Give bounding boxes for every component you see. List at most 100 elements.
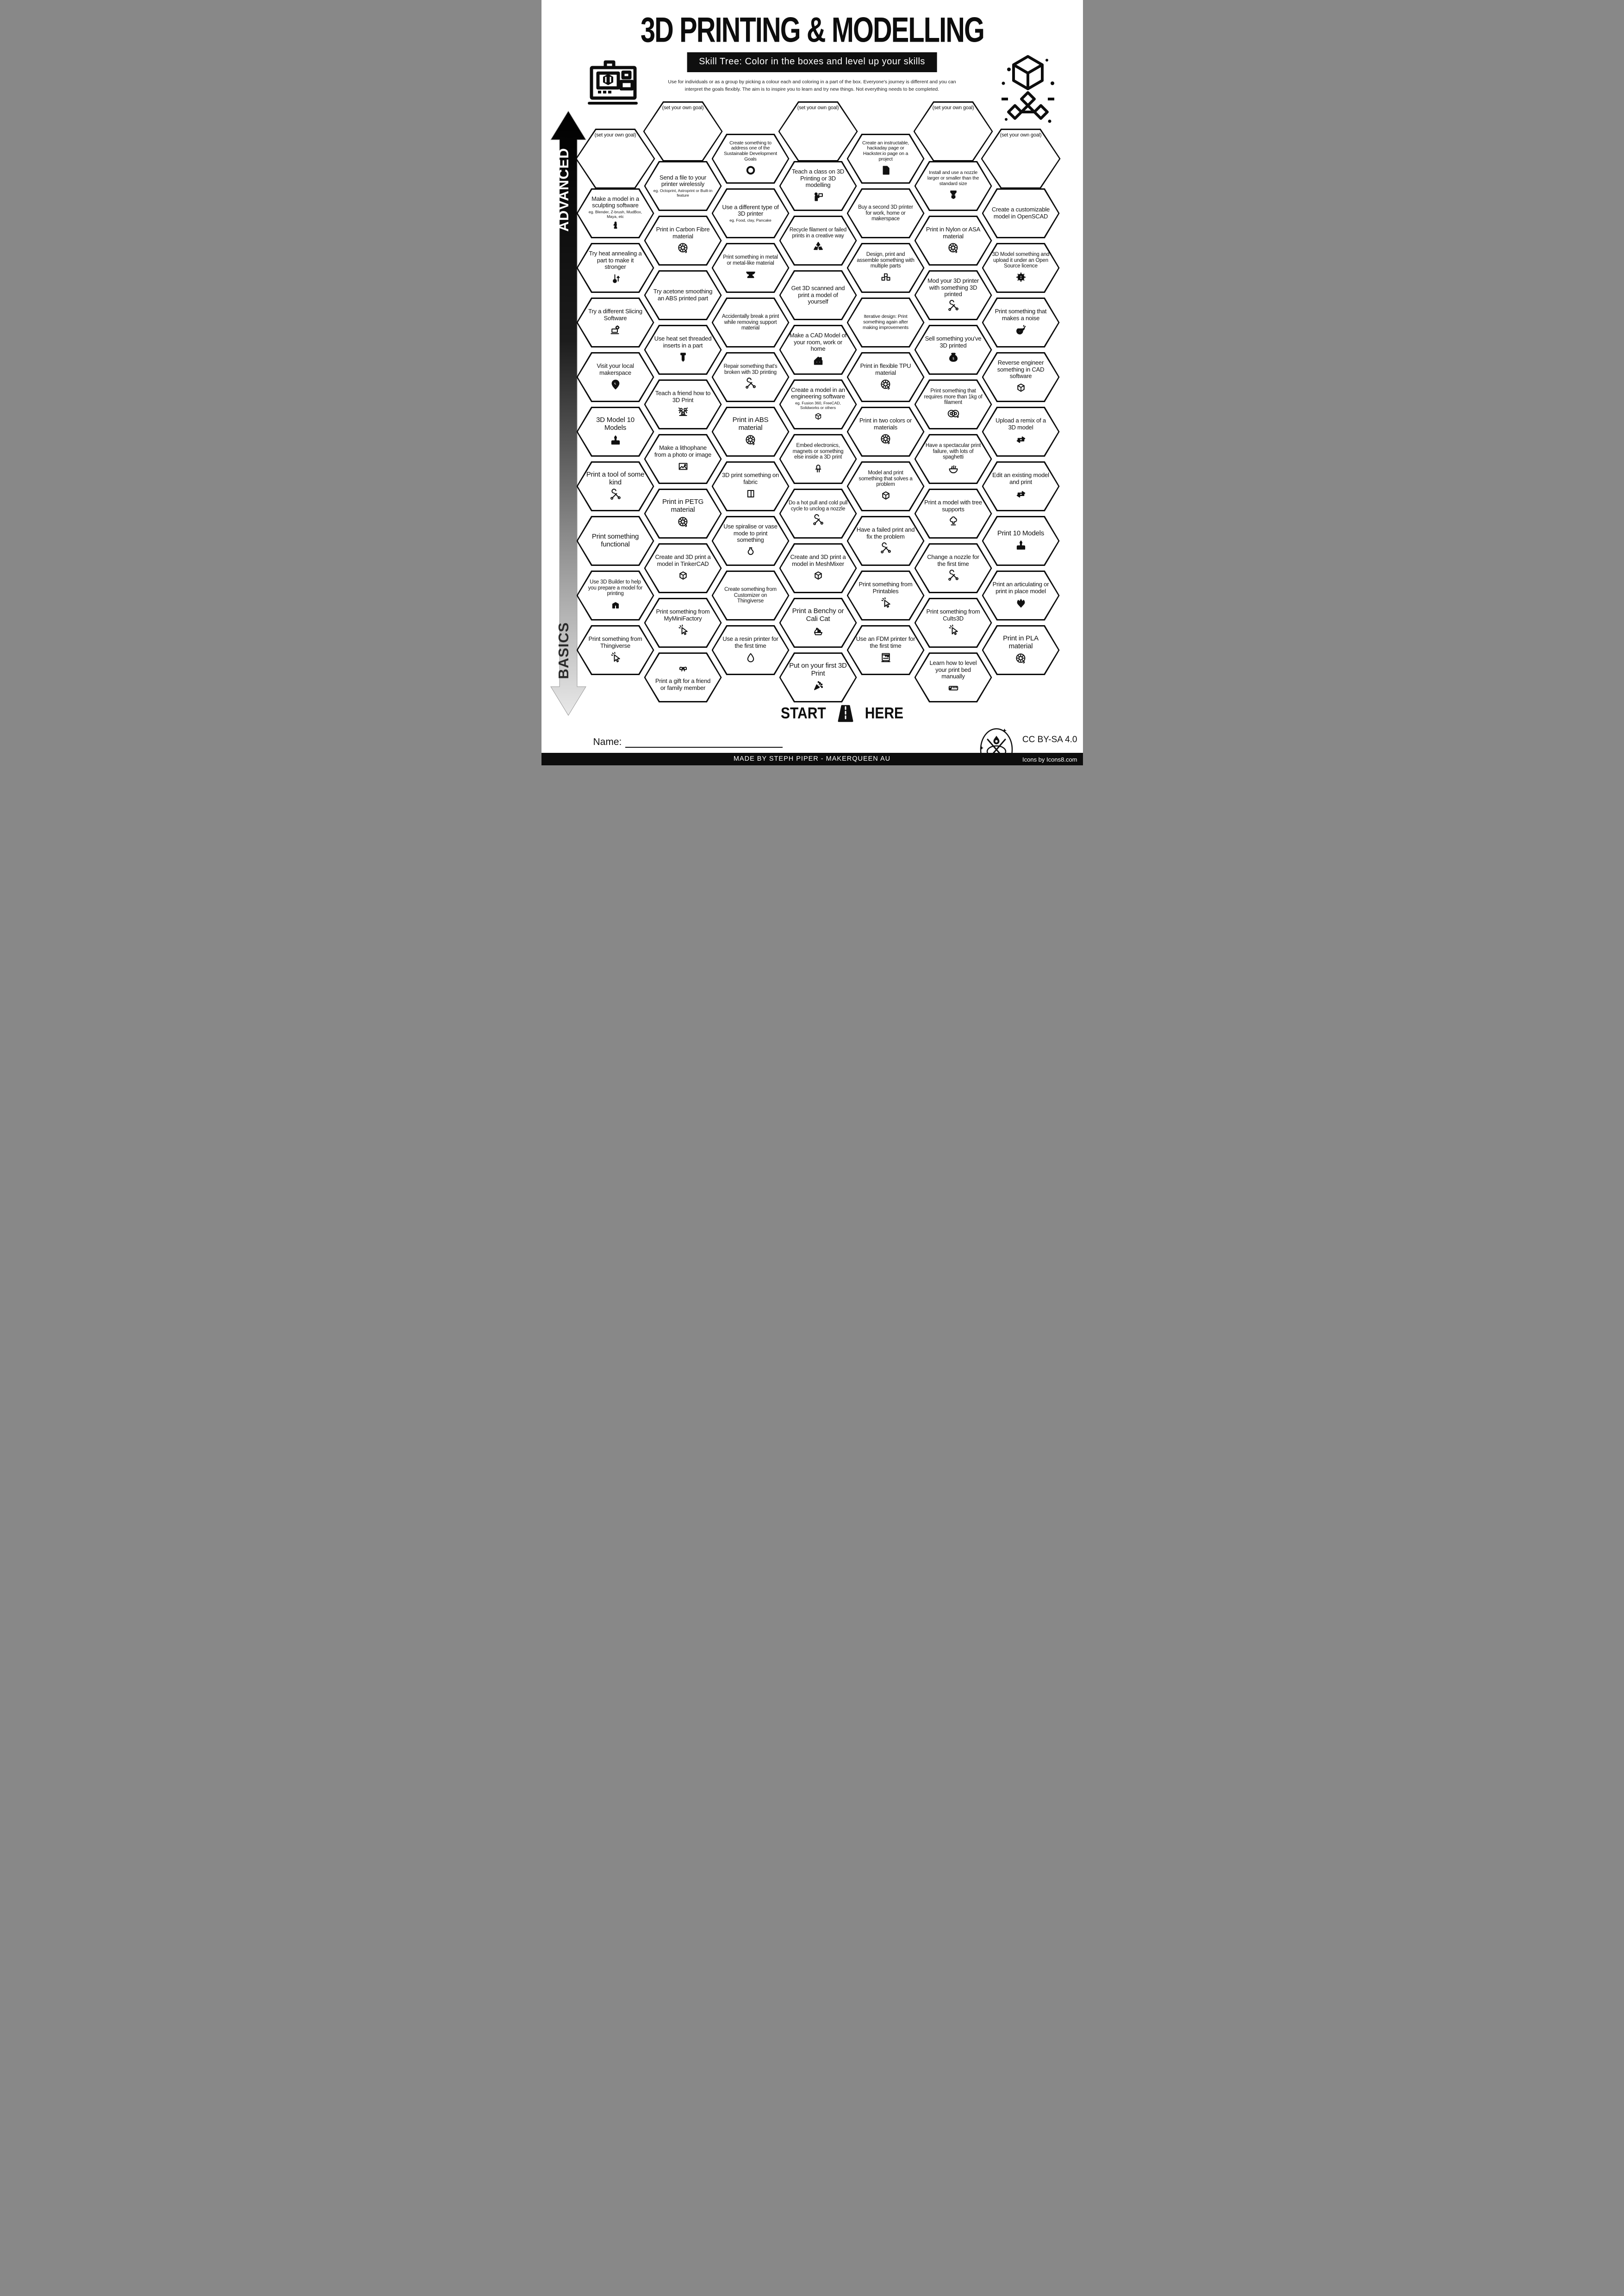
hex-label: Repair something that's broken with 3D p… [723,364,778,375]
hex-cell[interactable]: Upload a remix of a 3D model [982,407,1060,457]
hex-cell[interactable]: Print something in metal or metal-like m… [711,243,790,293]
hex-cell[interactable]: Create a model in an engineering softwar… [779,379,857,429]
hex-cell[interactable]: Accidentally break a print while removin… [711,298,790,348]
hex-fill [915,435,991,483]
hex-cell[interactable]: Print a gift for a friend or family memb… [644,652,722,702]
hex-cell[interactable]: Embed electronics, magnets or something … [779,434,857,484]
hex-cell[interactable]: Print in Carbon Fibre material [644,216,722,266]
hex-cell[interactable]: Print something that makes a noise [982,298,1060,348]
hex-cell[interactable]: Create and 3D print a model in MeshMixer [779,543,857,593]
name-input-line[interactable] [625,737,783,748]
hex-content: Create and 3D print a model in MeshMixer [789,545,848,591]
hex-cell[interactable]: Recycle filament or failed prints in a c… [779,216,857,266]
hex-cell[interactable]: Print in two colors or materials [846,407,925,457]
hex-cell[interactable]: Iterative design: Print something again … [846,298,925,348]
hex-cell[interactable]: Print something from MyMiniFactory [644,598,722,648]
filament-spool-icon [1014,652,1028,665]
hex-cell[interactable]: Print a model with tree supports [914,489,992,539]
hex-cell[interactable]: Create an instructable, hackaday page or… [846,134,925,184]
hex-content: Use an FDM printer for the first time [856,627,915,673]
hex-content: Recycle filament or failed prints in a c… [789,217,848,264]
intro-text: Use for individuals or as a group by pic… [650,79,974,93]
hex-cell[interactable]: 3D Model something and upload it under a… [982,243,1060,293]
hex-fill [915,272,991,319]
hex-fill [915,490,991,537]
hex-cell[interactable]: Use a different type of 3D printer eg. Fo… [711,188,790,238]
hex-cell-goal[interactable]: (set your own goal) [778,101,858,161]
hex-cell[interactable]: Send a file to your printer wirelessly eg… [644,161,722,211]
hex-cell[interactable]: Install and use a nozzle larger or small… [914,161,992,211]
hex-cell-goal[interactable]: (set your own goal) [575,129,655,189]
hex-cell-goal[interactable]: (set your own goal) [913,101,993,161]
hex-label: Print something from Printables [859,581,913,595]
hex-cell[interactable]: 3D Model 10 Models [576,407,654,457]
house-icon [811,354,825,367]
hex-cell[interactable]: Change a nozzle for the first time [914,543,992,593]
hex-cell[interactable]: Print 10 Models [982,516,1060,566]
hex-cell[interactable]: Sell something you've 3D printed [914,325,992,375]
hex-cell[interactable]: Print something from Thingiverse [576,625,654,675]
hex-cell[interactable]: Make a model in a sculpting software eg. … [576,188,654,238]
hex-cell[interactable]: Use an FDM printer for the first time [846,625,925,675]
hex-cell[interactable]: Visit your local makerspace [576,352,654,402]
hex-cell[interactable]: Print in PETG material [644,489,722,539]
hex-cell[interactable]: Create something from Customizer on Thin… [711,571,790,621]
open-source-gear-icon [1014,270,1028,284]
hex-cell[interactable]: Design, print and assemble something wit… [846,243,925,293]
hex-cell[interactable]: Create a customizable model in OpenSCAD [982,188,1060,238]
hex-cell[interactable]: Print in Nylon or ASA material [914,216,992,266]
hex-cell[interactable]: Try a different Slicing Software [576,298,654,348]
hex-label: Make a CAD Model of your room, work or h… [789,332,847,353]
hex-cell[interactable]: Use 3D Builder to help you prepare a mod… [576,571,654,621]
hex-cell[interactable]: Have a failed print and fix the problem [846,516,925,566]
hex-cell[interactable]: Try heat annealing a part to make it str… [576,243,654,293]
hex-cell[interactable]: Print something that requires more than … [914,379,992,429]
hex-cell[interactable]: Print something functional [576,516,654,566]
hex-cell[interactable]: Try acetone smoothing an ABS printed par… [644,270,722,320]
hex-label: Create something to address one of the S… [723,140,778,162]
cake-icon [1014,538,1028,552]
hex-cell[interactable]: 3D print something on fabric [711,461,790,511]
cake-icon [609,433,622,447]
hex-cell[interactable]: Buy a second 3D printer for work, home o… [846,188,925,238]
hex-cell[interactable]: Mod your 3D printer with something 3D pr… [914,270,992,320]
hex-cell[interactable]: Teach a friend how to 3D Print [644,379,722,429]
hex-fill [780,435,856,483]
hex-cell[interactable]: Learn how to level your print bed manual… [914,652,992,702]
hex-cell[interactable]: Print in ABS material [711,407,790,457]
hex-cell[interactable]: Reverse engineer something in CAD softwa… [982,352,1060,402]
hex-cell[interactable]: Have a spectacular print failure, with l… [914,434,992,484]
hex-cell[interactable]: Use a resin printer for the first time [711,625,790,675]
hex-cell[interactable]: Teach a class on 3D Printing or 3D model… [779,161,857,211]
hex-cell[interactable]: Make a CAD Model of your room, work or h… [779,325,857,375]
hex-label: (set your own goal) [662,105,704,111]
hex-cell[interactable]: Make a lithophane from a photo or image [644,434,722,484]
hex-cell[interactable]: Edit an existing model and print [982,461,1060,511]
hex-cell[interactable]: Do a hot pull and cold pull cycle to unc… [779,489,857,539]
hex-cell-goal[interactable]: (set your own goal) [981,129,1061,189]
hex-content: Print something from Printables [856,572,915,619]
hex-cell[interactable]: Put on your first 3D Print [779,652,857,702]
hex-cell[interactable]: Print in flexible TPU material [846,352,925,402]
hex-label: Print in Carbon Fibre material [656,226,710,240]
hex-cell[interactable]: Repair something that's broken with 3D p… [711,352,790,402]
hex-cell[interactable]: Create something to address one of the S… [711,134,790,184]
hex-cell[interactable]: Print an articulating or print in place … [982,571,1060,621]
hex-content: Print in flexible TPU material [856,354,915,400]
hex-cell-goal[interactable]: (set your own goal) [643,101,723,161]
hex-label: Teach a friend how to 3D Print [655,390,711,403]
hex-cell[interactable]: Use heat set threaded inserts in a part [644,325,722,375]
hex-fill [645,217,721,264]
hex-cell[interactable]: Print a Benchy or Cali Cat [779,598,857,648]
hex-fill [713,517,788,565]
hex-cell[interactable]: Get 3D scanned and print a model of your… [779,270,857,320]
hex-cell[interactable]: Print something from Cults3D [914,598,992,648]
hex-cell[interactable]: Create and 3D print a model in TinkerCAD [644,543,722,593]
hex-cell[interactable]: Model and print something that solves a … [846,461,925,511]
hex-content: Have a failed print and fix the problem [856,518,915,564]
hex-fill [780,599,856,646]
hex-cell[interactable]: Print something from Printables [846,571,925,621]
hex-cell[interactable]: Print in PLA material [982,625,1060,675]
hex-cell[interactable]: Print a tool of some kind [576,461,654,511]
hex-cell[interactable]: Use spiralise or vase mode to print some… [711,516,790,566]
